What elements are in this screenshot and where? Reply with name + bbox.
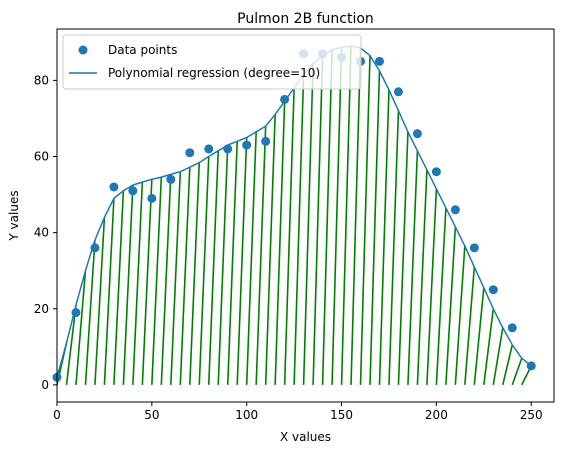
data-point	[147, 193, 157, 203]
fill-hatch-line	[84, 240, 96, 385]
data-point	[469, 243, 479, 253]
fill-hatch-line	[207, 150, 220, 385]
fill-hatch-line	[321, 49, 333, 385]
legend-box	[62, 34, 362, 90]
legend-marker-points	[78, 45, 88, 55]
data-point	[431, 167, 441, 177]
fill-hatch-line	[245, 131, 257, 385]
data-point	[488, 285, 498, 295]
fill-hatch-line	[369, 70, 381, 385]
data-points	[52, 49, 536, 382]
data-point	[412, 129, 422, 139]
fill-hatch-line	[331, 47, 343, 385]
fill-hatch-line	[312, 55, 324, 385]
fill-hatch-line	[264, 114, 276, 385]
x-tick-label: 100	[235, 408, 258, 422]
fill-hatch-line	[170, 171, 182, 385]
fill-hatch-line	[473, 287, 485, 385]
x-tick-label: 0	[53, 408, 61, 422]
x-tick-label: 50	[144, 408, 159, 422]
fill-hatch-line	[426, 188, 438, 385]
y-tick-label: 40	[34, 226, 49, 240]
fill-hatch-line	[359, 55, 371, 385]
x-tick-label: 200	[425, 408, 448, 422]
fill-hatch-line	[141, 179, 153, 385]
data-point	[90, 243, 100, 253]
fill-hatch-line	[103, 198, 115, 385]
x-tick-label: 150	[330, 408, 353, 422]
fill-hatch-line	[454, 245, 466, 385]
fill-hatch-line	[445, 226, 457, 385]
fill-hatch-line	[122, 185, 134, 385]
fill-hatch-line	[397, 131, 409, 385]
y-tick-label: 0	[41, 378, 49, 392]
data-point	[507, 323, 517, 333]
data-point	[374, 56, 384, 66]
fill-hatch-line	[198, 156, 210, 385]
data-point	[223, 144, 233, 154]
fill-hatch-line	[407, 150, 419, 385]
chart-title: Pulmon 2B function	[237, 11, 374, 27]
plot-frame	[56, 28, 555, 403]
data-point	[261, 136, 271, 146]
fill-hatch-line	[435, 207, 447, 385]
fill-hatch-line	[226, 141, 239, 385]
fill-hatch-line	[502, 344, 514, 386]
fill-hatch-line	[511, 357, 523, 386]
fill-hatch-area	[56, 46, 532, 386]
data-point	[526, 361, 536, 371]
fill-hatch-line	[293, 74, 305, 385]
legend-label-line: Polynomial regression (degree=10)	[108, 66, 320, 80]
data-point	[166, 174, 176, 184]
fill-hatch-line	[94, 217, 106, 385]
fill-hatch-line	[255, 126, 267, 385]
x-axis: 0 50 100 150 200 250	[53, 402, 543, 422]
fill-hatch-line	[236, 137, 248, 385]
fill-hatch-line	[492, 327, 504, 386]
data-point	[128, 186, 138, 196]
fill-hatch-line	[483, 308, 495, 385]
data-point	[280, 94, 290, 104]
fill-hatch-line	[283, 87, 295, 385]
y-tick-label: 80	[34, 73, 49, 87]
data-point	[185, 148, 195, 158]
x-axis-label: X values	[280, 430, 331, 444]
fill-hatch-line	[179, 167, 191, 385]
y-axis: 0 20 40 60 80	[34, 73, 57, 392]
fill-hatch-line	[274, 101, 286, 385]
legend-label-points: Data points	[108, 43, 177, 57]
legend: Data points Polynomial regression (degre…	[62, 34, 362, 90]
data-point	[71, 308, 81, 318]
fill-hatch-line	[113, 190, 125, 385]
x-tick-label: 250	[520, 408, 543, 422]
fill-hatch-line	[65, 304, 77, 385]
fill-hatch-line	[340, 46, 352, 385]
y-tick-label: 60	[34, 150, 49, 164]
fill-hatch-line	[188, 162, 201, 385]
fill-hatch-line	[217, 145, 229, 385]
fill-hatch-line	[302, 63, 314, 385]
data-point	[450, 205, 460, 215]
fill-hatch-line	[416, 169, 428, 385]
fill-hatch-line	[75, 270, 87, 385]
fill-hatch-line	[388, 110, 400, 385]
fill-hatch-line	[464, 266, 476, 385]
fill-hatch-line	[160, 174, 172, 385]
y-tick-label: 20	[34, 302, 49, 316]
fill-hatch-line	[350, 48, 362, 385]
fill-hatch-line	[151, 177, 163, 385]
data-point	[393, 87, 403, 97]
data-point	[204, 144, 214, 154]
fill-hatch-line	[378, 89, 390, 385]
data-point	[109, 182, 119, 192]
y-axis-label: Y values	[7, 190, 21, 241]
data-point	[242, 140, 252, 150]
fill-hatch-line	[132, 181, 144, 385]
